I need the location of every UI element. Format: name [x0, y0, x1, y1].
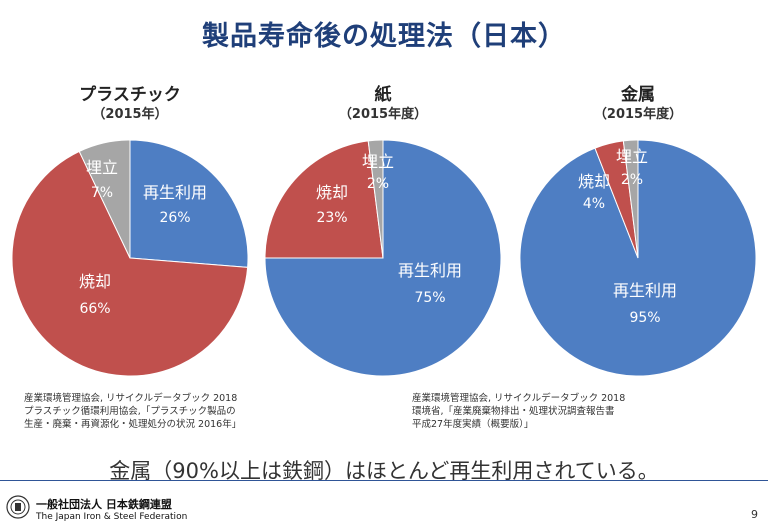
slice-label-chart3-2: 焼却 — [578, 172, 610, 191]
pie-slice-chart2-2 — [264, 140, 384, 259]
slice-label-chart2-1: 再生利用 — [398, 261, 462, 280]
chart-title-metal: 金属 — [621, 85, 655, 105]
slice-label-chart1-3: 埋立 — [86, 158, 118, 177]
slice-value-chart2-2: 23% — [316, 210, 347, 226]
slice-value-chart3-1: 95% — [629, 310, 660, 326]
source-note-left: 産業環境管理協会, リサイクルデータブック 2018 プラスチック循環利用協会,… — [24, 393, 242, 430]
slice-value-chart3-3: 2% — [621, 172, 643, 188]
org-name-jp: 一般社団法人 日本鉄鋼連盟 — [36, 498, 172, 511]
pie-slice-chart3-1 — [519, 139, 757, 377]
conclusion-text: 金属（90%以上は鉄鋼）はほとんど再生利用されている。 — [109, 459, 659, 483]
slice-value-chart1-1: 26% — [159, 210, 190, 226]
chart-subtitle-plastic: （2015年） — [92, 107, 168, 122]
source-note-right: 産業環境管理協会, リサイクルデータブック 2018 環境省,「産業廃棄物排出・… — [412, 393, 626, 430]
slice-label-chart2-3: 埋立 — [362, 152, 394, 171]
slice-label-chart3-3: 埋立 — [616, 147, 648, 166]
org-name-en: The Japan Iron & Steel Federation — [36, 512, 188, 522]
slice-value-chart2-1: 75% — [414, 290, 445, 306]
jisf-logo-icon — [6, 495, 30, 519]
slice-value-chart1-2: 66% — [79, 301, 110, 317]
slice-value-chart1-3: 7% — [91, 185, 113, 201]
slice-label-chart1-1: 再生利用 — [143, 183, 207, 202]
slice-value-chart3-2: 4% — [583, 196, 605, 212]
pie-slice-chart3-3 — [622, 139, 639, 259]
chart-title-plastic: プラスチック — [79, 85, 181, 105]
slice-label-chart3-1: 再生利用 — [613, 281, 677, 300]
slice-label-chart2-2: 焼却 — [316, 183, 348, 202]
chart-subtitle-metal: （2015年度） — [593, 107, 683, 122]
pie-slice-chart1-1 — [129, 139, 249, 268]
page-number: 9 — [751, 508, 758, 521]
chart-title-paper: 紙 — [374, 85, 392, 105]
pie-slice-chart1-3 — [78, 139, 131, 259]
slide-title: 製品寿命後の処理法（日本） — [202, 21, 566, 52]
footer-divider — [0, 480, 768, 481]
chart-subtitle-paper: （2015年度） — [338, 107, 428, 122]
pie-slice-chart2-1 — [264, 139, 502, 377]
pie-slice-chart2-3 — [367, 139, 384, 259]
pie-slice-chart1-2 — [11, 150, 249, 377]
slice-label-chart1-2: 焼却 — [79, 272, 111, 291]
slice-value-chart2-3: 2% — [367, 176, 389, 192]
